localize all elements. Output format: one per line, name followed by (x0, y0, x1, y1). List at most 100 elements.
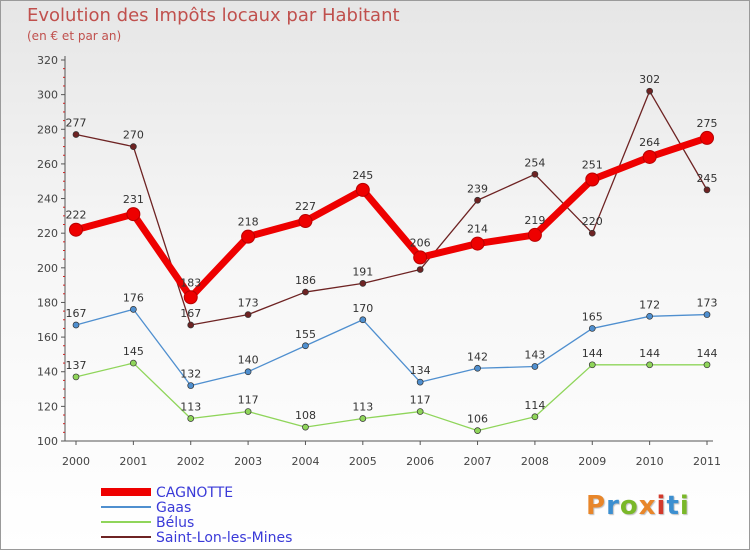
data-label: 144 (582, 347, 603, 360)
data-point-cagnotte (355, 182, 370, 197)
x-tick-label: 2003 (234, 455, 262, 468)
data-point-cagnotte (585, 172, 600, 187)
data-label: 170 (352, 302, 373, 315)
data-label: 214 (467, 223, 488, 236)
data-point-belus (474, 427, 481, 434)
data-point-saint-lon-les-mines (187, 321, 195, 329)
chart-subtitle: (en € et par an) (27, 29, 122, 43)
y-tick-label: 220 (37, 227, 58, 240)
data-label: 173 (697, 297, 718, 310)
y-tick-label: 200 (37, 262, 58, 275)
y-tick-label: 140 (37, 366, 58, 379)
data-point-saint-lon-les-mines (244, 311, 252, 318)
y-tick-label: 120 (37, 400, 58, 413)
data-point-gaas (187, 382, 195, 389)
x-tick-label: 2009 (578, 455, 606, 468)
data-label: 277 (66, 116, 87, 129)
data-label: 245 (352, 169, 373, 182)
data-label: 218 (238, 216, 259, 229)
data-label: 222 (66, 209, 87, 222)
data-label: 106 (467, 413, 488, 426)
data-point-gaas (302, 342, 309, 350)
data-point-saint-lon-les-mines (703, 186, 711, 194)
y-tick-label: 300 (37, 89, 58, 102)
data-point-gaas (359, 316, 367, 324)
data-point-saint-lon-les-mines (588, 229, 596, 237)
x-tick-label: 2005 (349, 455, 377, 468)
data-point-cagnotte (183, 290, 198, 305)
data-label: 275 (697, 117, 718, 130)
y-tick-label: 320 (37, 54, 58, 67)
data-point-cagnotte (298, 214, 313, 229)
x-tick-label: 2011 (693, 455, 721, 468)
data-point-belus (359, 415, 367, 422)
data-point-cagnotte (241, 229, 256, 244)
data-point-saint-lon-les-mines (72, 131, 80, 138)
series-line-belus (75, 362, 708, 432)
data-label: 173 (238, 297, 259, 310)
data-point-belus (703, 361, 711, 369)
legend-label: Saint-Lon-les-Mines (156, 530, 292, 546)
data-point-belus (416, 408, 424, 415)
data-label: 142 (467, 350, 488, 363)
data-point-belus (531, 413, 539, 421)
x-tick-label: 2006 (406, 455, 434, 468)
data-point-cagnotte (126, 207, 141, 222)
data-label: 117 (410, 394, 431, 407)
data-label: 113 (180, 400, 201, 413)
data-label: 113 (352, 400, 373, 413)
data-point-gaas (130, 306, 137, 313)
data-label: 251 (582, 158, 603, 171)
series-line-saint-lon-les-mines (75, 90, 708, 326)
data-point-gaas (474, 364, 481, 372)
y-tick-label: 260 (37, 158, 58, 171)
y-tick-label: 160 (37, 331, 58, 344)
data-point-saint-lon-les-mines (474, 196, 481, 204)
x-tick-label: 2004 (291, 455, 319, 468)
data-label: 155 (295, 328, 316, 341)
data-label: 165 (582, 310, 603, 323)
data-label: 186 (295, 274, 316, 287)
data-point-gaas (531, 363, 539, 370)
data-point-cagnotte (470, 236, 485, 251)
data-label: 176 (123, 291, 144, 304)
x-tick-label: 2001 (119, 455, 147, 468)
y-tick-label: 180 (37, 296, 58, 309)
data-point-gaas (416, 378, 424, 386)
data-point-cagnotte (700, 130, 714, 145)
data-point-gaas (646, 312, 653, 320)
data-point-belus (302, 423, 309, 431)
data-label: 117 (238, 394, 259, 407)
x-tick-label: 2000 (62, 455, 90, 468)
data-point-cagnotte (413, 250, 428, 265)
data-label: 167 (180, 307, 201, 320)
data-label: 145 (123, 345, 144, 358)
data-label: 191 (352, 265, 373, 278)
data-point-saint-lon-les-mines (359, 280, 367, 287)
data-label: 143 (524, 349, 545, 362)
data-point-saint-lon-les-mines (531, 170, 539, 178)
data-point-belus (588, 361, 596, 369)
data-point-cagnotte (527, 227, 542, 242)
data-point-gaas (588, 325, 596, 332)
data-label: 270 (123, 129, 144, 142)
data-point-belus (244, 408, 252, 415)
data-point-belus (646, 361, 653, 369)
data-point-gaas (72, 321, 80, 329)
data-label: 220 (582, 215, 603, 228)
series-line-cagnotte (72, 134, 711, 301)
data-point-belus (130, 359, 137, 367)
data-label: 206 (410, 236, 431, 249)
data-point-cagnotte (69, 222, 83, 237)
data-label: 144 (697, 347, 718, 360)
data-label: 227 (295, 200, 316, 213)
y-tick-label: 240 (37, 193, 58, 206)
x-tick-label: 2002 (177, 455, 205, 468)
data-point-belus (72, 373, 80, 381)
y-tick-label: 280 (37, 123, 58, 136)
data-label: 134 (410, 364, 431, 377)
data-point-belus (187, 415, 195, 422)
chart-title: Evolution des Impôts locaux par Habitant (27, 5, 400, 26)
proxiti-logo: Proxiti (586, 491, 690, 521)
